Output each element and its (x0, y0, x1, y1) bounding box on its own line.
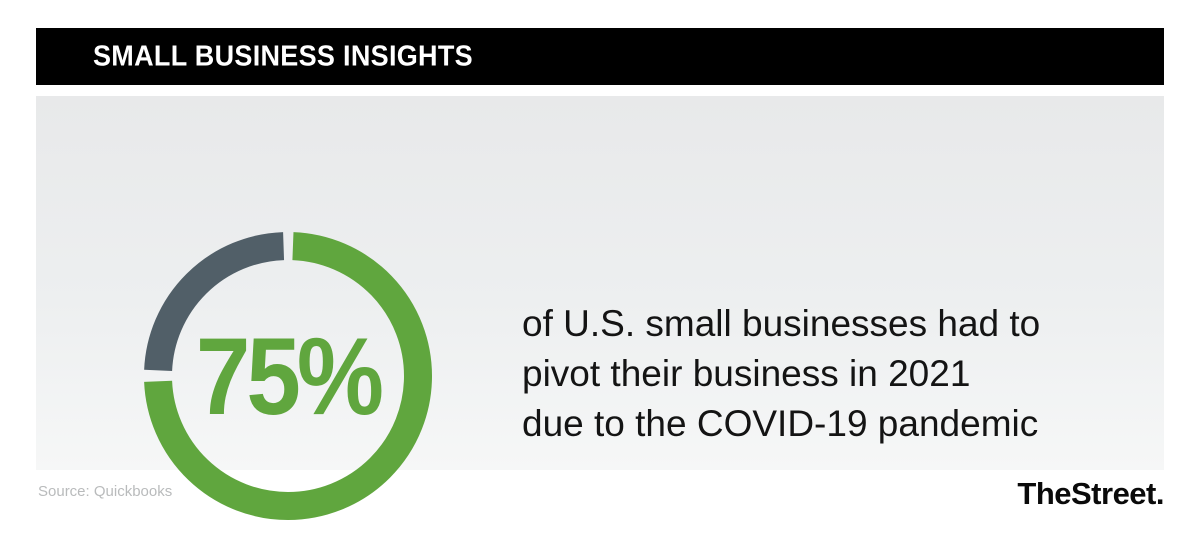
donut-chart: 75% (138, 226, 438, 526)
stat-description-line: due to the COVID-19 pandemic (522, 403, 1039, 444)
thestreet-logo: TheStreet. (1017, 476, 1164, 511)
stat-value: 75% (195, 314, 384, 438)
stat-description-line: of U.S. small businesses had to (522, 303, 1041, 344)
header-bar: SMALL BUSINESS INSIGHTS (36, 28, 1164, 85)
header-title: SMALL BUSINESS INSIGHTS (93, 40, 473, 72)
source-attribution: Source: Quickbooks (38, 483, 173, 500)
content-panel: 75% of U.S. small businesses had to pivo… (36, 96, 1164, 520)
donut-center: 75% (138, 226, 438, 526)
stat-description: of U.S. small businesses had to pivot th… (522, 299, 1040, 449)
donut-segment-green (144, 232, 432, 520)
stat-description-line: pivot their business in 2021 (522, 353, 971, 394)
donut-chart-svg (144, 232, 432, 520)
